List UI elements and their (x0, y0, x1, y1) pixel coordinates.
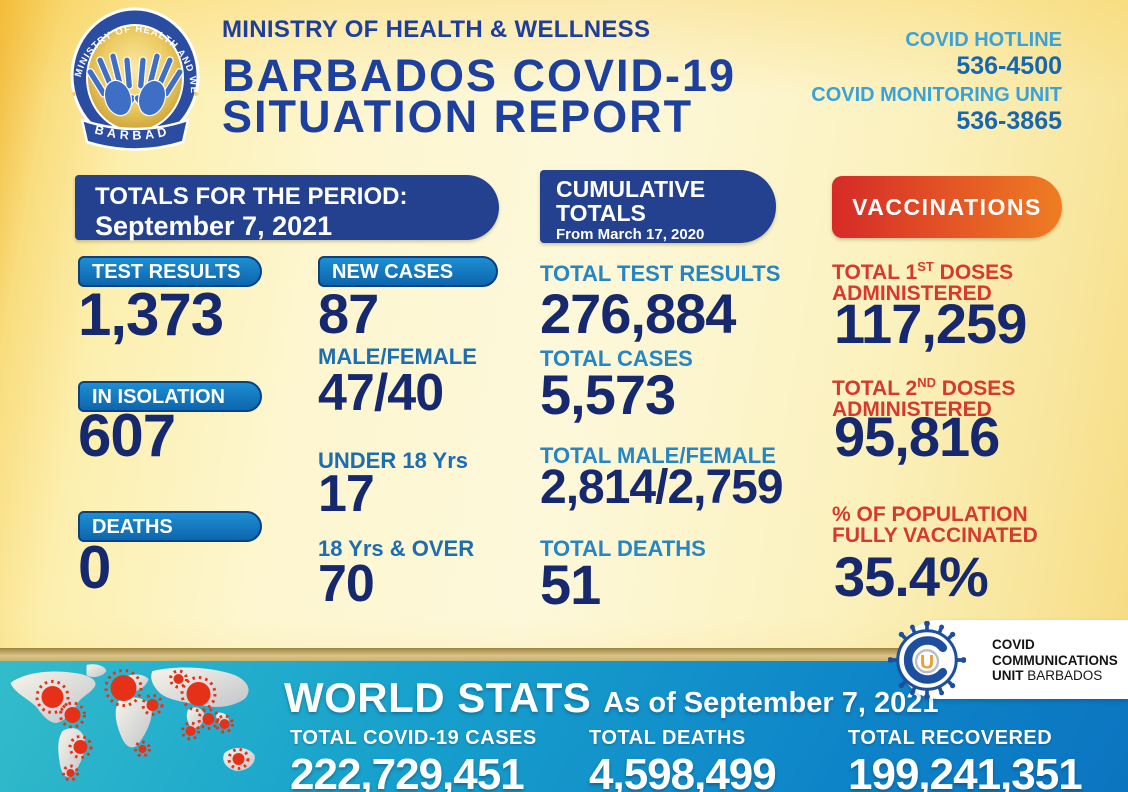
total-male-female-label: TOTAL MALE/FEMALE (540, 443, 776, 468)
over-18-value: 70 (318, 555, 375, 613)
ccu-monogram-u: U (920, 652, 934, 674)
fully-vaccinated-value: 35.4% (834, 545, 989, 608)
second-doses-label-line2: ADMINISTERED (832, 398, 992, 421)
cumulative-totals-banner: CUMULATIVE TOTALS From March 17, 2020 (540, 170, 776, 243)
vaccinations-banner-title: VACCINATIONS (852, 193, 1042, 220)
test-results-label: TEST RESULTS (92, 261, 241, 283)
world-map-graphic (10, 664, 255, 782)
ministry-crest-logo: MINISTRY OF HEALTH AND WELLNESS (47, 0, 216, 154)
ccu-line2: COMMUNICATIONS (992, 652, 1118, 668)
period-banner-date: September 7, 2021 (95, 211, 333, 241)
world-stats-title: WORLD STATS (284, 674, 592, 721)
world-stat-cases: TOTAL COVID-19 CASES 222,729,451 (290, 727, 537, 792)
deaths-value: 0 (78, 534, 111, 601)
world-deaths-label: TOTAL DEATHS (589, 727, 746, 749)
second-doses-label-sup: ND (917, 375, 936, 390)
covid-communications-unit-logo: U COVID COMMUNICATIONS UNIT BARBADOS (888, 620, 1128, 699)
period-totals-banner: TOTALS FOR THE PERIOD: September 7, 2021 (75, 175, 499, 241)
covid-hotline-label: COVID HOTLINE (905, 29, 1062, 51)
in-isolation-label: IN ISOLATION (92, 386, 225, 408)
ministry-name: MINISTRY OF HEALTH & WELLNESS (222, 16, 651, 43)
over-18-label: 18 Yrs & OVER (318, 536, 475, 561)
cumulative-banner-line2: TOTALS (556, 200, 646, 226)
male-female-label: MALE/FEMALE (318, 344, 477, 369)
ccu-line1: COVID (992, 637, 1035, 652)
first-doses-label-pre: TOTAL 1 (832, 261, 918, 284)
male-female-value: 47/40 (318, 364, 444, 422)
first-doses-value: 117,259 (834, 292, 1027, 355)
stat-pill-in-isolation: IN ISOLATION (78, 381, 262, 412)
ccu-virus-icon: U (888, 621, 966, 699)
in-isolation-value: 607 (78, 402, 176, 469)
world-stats-asof: As of September 7, 2021 (603, 687, 939, 719)
report-title-line1: BARBADOS COVID-19 (222, 50, 737, 101)
virus-hotspot-icons (35, 669, 250, 782)
under-18-value: 17 (318, 465, 375, 523)
total-cases-value: 5,573 (540, 363, 676, 426)
cumulative-banner-subtitle: From March 17, 2020 (556, 226, 705, 243)
cumulative-banner-line1: CUMULATIVE (556, 176, 706, 202)
test-results-value: 1,373 (78, 281, 224, 348)
total-test-results-value: 276,884 (540, 282, 736, 345)
ccu-line3: UNIT BARBADOS (992, 668, 1118, 684)
ccu-line3-rest: BARBADOS (1023, 668, 1103, 683)
contact-numbers: COVID HOTLINE 536-4500 COVID MONITORING … (811, 30, 1062, 141)
gold-divider-bar (0, 648, 1128, 661)
report-header: MINISTRY OF HEALTH & WELLNESS BARBADOS C… (222, 16, 737, 142)
stat-pill-new-cases: NEW CASES (318, 256, 498, 287)
world-stats-heading: WORLD STATS As of September 7, 2021 (284, 674, 939, 722)
fully-vaccinated-label-line2: FULLY VACCINATED (832, 524, 1038, 547)
total-male-female-value: 2,814/2,759 (540, 461, 784, 514)
monitoring-unit-number: 536-3865 (956, 107, 1062, 136)
ccu-logo-text: COVID COMMUNICATIONS UNIT BARBADOS (992, 637, 1118, 684)
praying-hands-icon (86, 52, 184, 117)
period-banner-title: TOTALS FOR THE PERIOD: (95, 183, 408, 210)
covid-hotline-number: 536-4500 (956, 52, 1062, 80)
world-stat-recovered: TOTAL RECOVERED 199,241,351 (848, 727, 1083, 792)
stat-pill-deaths: DEATHS (78, 511, 262, 542)
second-doses-label-post: DOSES (935, 377, 1016, 400)
world-recovered-label: TOTAL RECOVERED (848, 727, 1053, 749)
new-cases-value: 87 (318, 282, 379, 345)
world-cases-value: 222,729,451 (290, 750, 525, 792)
world-recovered-value: 199,241,351 (848, 750, 1083, 792)
first-doses-label-line2: ADMINISTERED (832, 282, 992, 305)
fully-vaccinated-label-line1: % OF POPULATION (832, 503, 1028, 526)
world-stats-band (0, 661, 1128, 792)
world-deaths-value: 4,598,499 (589, 750, 777, 792)
first-doses-label: TOTAL 1ST DOSES ADMINISTERED (832, 256, 1013, 304)
first-doses-label-sup: ST (917, 259, 934, 274)
report-title-line2: SITUATION REPORT (222, 91, 694, 142)
second-doses-label: TOTAL 2ND DOSES ADMINISTERED (832, 372, 1015, 420)
under-18-label: UNDER 18 Yrs (318, 448, 468, 473)
vaccinations-banner: VACCINATIONS (832, 176, 1062, 238)
first-doses-label-post: DOSES (933, 261, 1014, 284)
world-stat-deaths: TOTAL DEATHS 4,598,499 (589, 727, 777, 792)
world-cases-label: TOTAL COVID-19 CASES (290, 727, 537, 749)
second-doses-label-pre: TOTAL 2 (832, 377, 918, 400)
second-doses-value: 95,816 (834, 405, 1000, 468)
monitoring-unit-label: COVID MONITORING UNIT (811, 84, 1062, 107)
stat-pill-test-results: TEST RESULTS (78, 256, 262, 287)
fully-vaccinated-label: % OF POPULATION FULLY VACCINATED (832, 504, 1038, 546)
deaths-label: DEATHS (92, 516, 173, 538)
ccu-line3-bold: UNIT (992, 668, 1024, 683)
new-cases-label: NEW CASES (332, 261, 454, 283)
total-deaths-value: 51 (540, 553, 601, 616)
total-deaths-label: TOTAL DEATHS (540, 536, 706, 561)
total-test-results-label: TOTAL TEST RESULTS (540, 261, 781, 286)
total-cases-label: TOTAL CASES (540, 346, 693, 371)
